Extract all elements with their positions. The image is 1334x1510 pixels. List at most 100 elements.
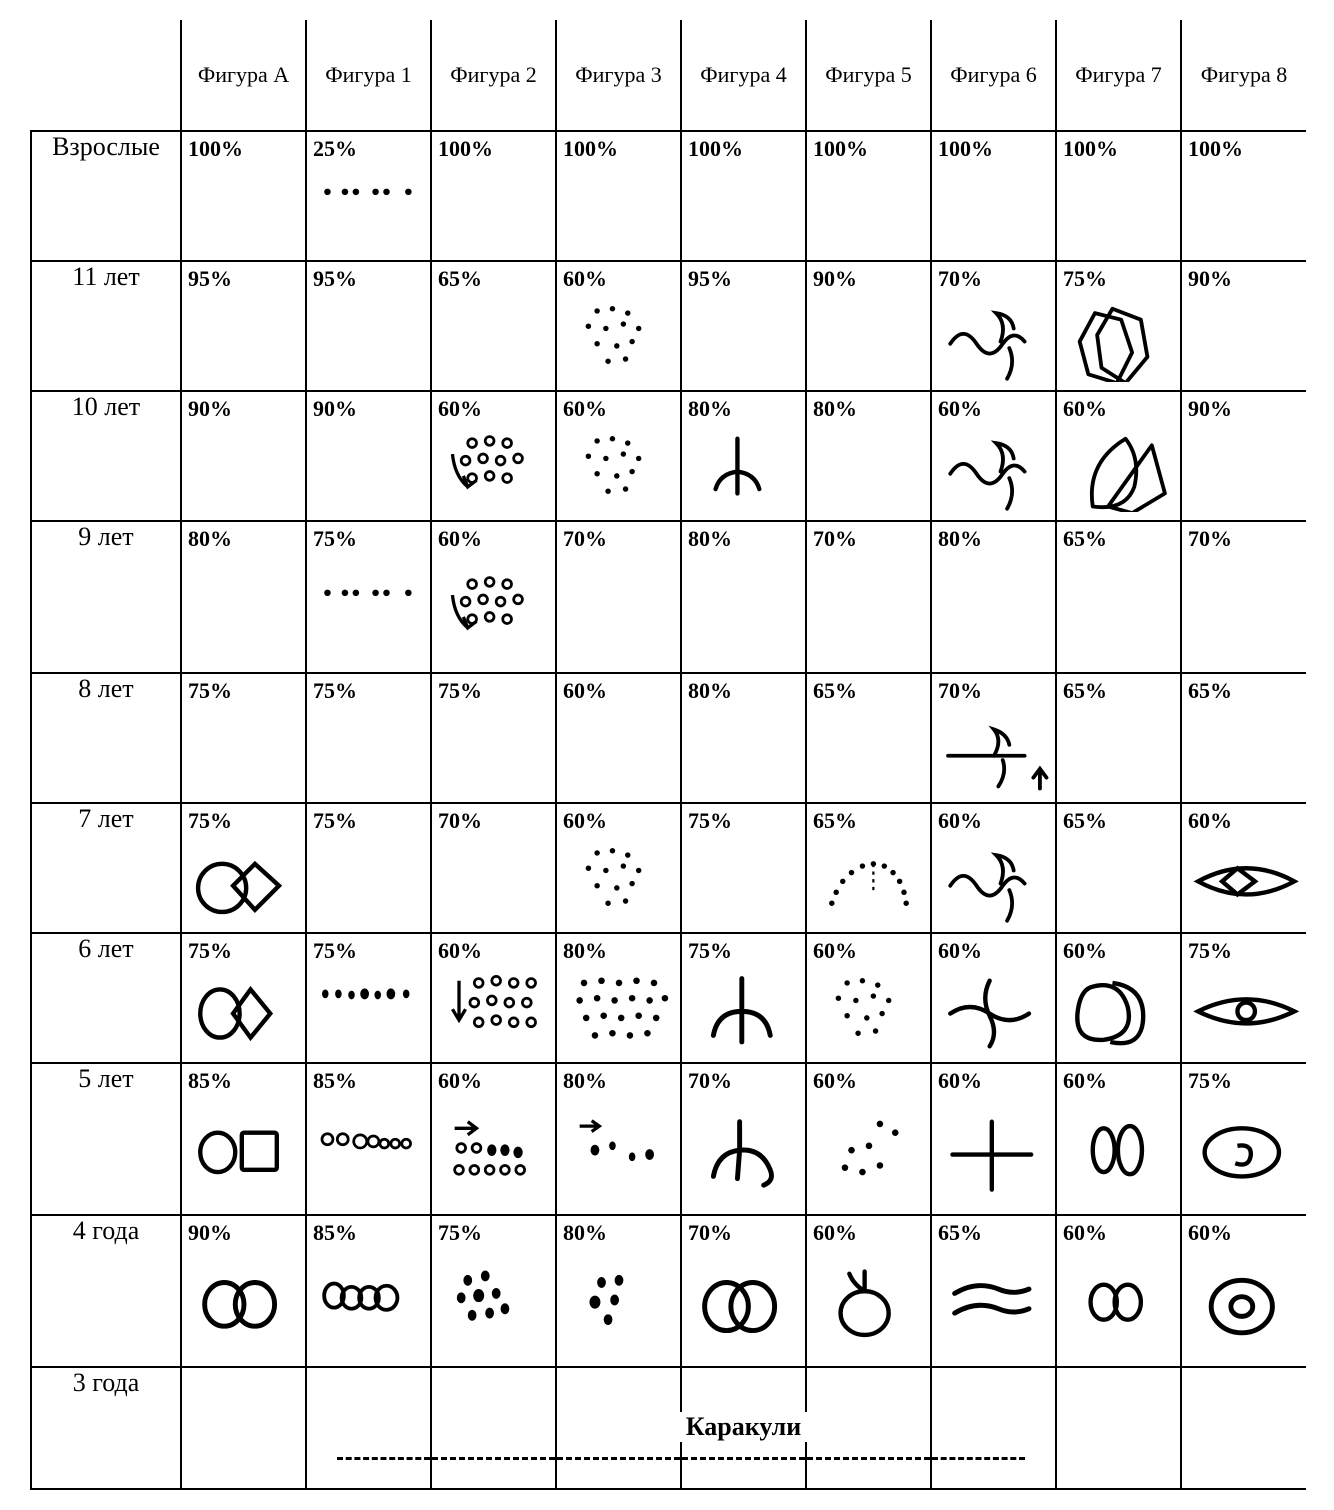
table-cell (1181, 1367, 1306, 1489)
trident_small-icon (682, 422, 805, 520)
table-row: 11 лет95%95%65%60%95%90%70%75%90% (31, 261, 1306, 391)
table-row: 10 лет90%90%60%60%80%80%60%60%90% (31, 391, 1306, 521)
header-fig-4: Фигура 4 (681, 20, 806, 131)
table-cell: 95% (681, 261, 806, 391)
percentage-value: 60% (938, 938, 982, 964)
blobs_few-icon (557, 1246, 680, 1366)
table-row: 9 лет80%75%60%70%80%70%80%65%70% (31, 521, 1306, 673)
scribble-dash (932, 1457, 1025, 1460)
percentage-value: 65% (1063, 808, 1107, 834)
table-cell: 100% (431, 131, 556, 261)
table-cell: 80% (681, 521, 806, 673)
scribble-label: Каракули (678, 1412, 810, 1442)
table-cell: 75% (1056, 261, 1181, 391)
percentage-value: 75% (313, 938, 357, 964)
percentage-value: 75% (188, 678, 232, 704)
percentage-value: 70% (688, 1220, 732, 1246)
table-cell (556, 1367, 681, 1489)
table-cell: 75% (681, 803, 806, 933)
tiny_circles_row-icon (307, 1094, 430, 1214)
percentage-value: 60% (938, 808, 982, 834)
table-cell: 70% (681, 1063, 806, 1215)
dots_row-icon (307, 162, 430, 260)
table-cell: 65% (431, 261, 556, 391)
table-cell: 90% (181, 1215, 306, 1367)
circle_diamond-icon (182, 834, 305, 932)
dots_scatter_small-icon (557, 422, 680, 520)
table-cell: 100% (556, 131, 681, 261)
dots_row-icon (307, 552, 430, 672)
circles_grid_arrow-icon (432, 422, 555, 520)
scribble-dash (807, 1457, 930, 1460)
percentage-value: 70% (813, 526, 857, 552)
row-label: 9 лет (31, 521, 181, 673)
table-cell: 60% (931, 933, 1056, 1063)
two_circles_touch-icon (182, 1246, 305, 1366)
percentage-value: 70% (438, 808, 482, 834)
header-fig-1: Фигура 1 (306, 20, 431, 131)
circles_grid_arrow-icon (432, 552, 555, 672)
percentage-value: 75% (688, 938, 732, 964)
header-row: Фигура А Фигура 1 Фигура 2 Фигура 3 Фигу… (31, 20, 1306, 131)
table-cell: 80% (556, 1215, 681, 1367)
squiggle_tail-icon (932, 292, 1055, 390)
row-label: 4 года (31, 1215, 181, 1367)
percentage-value: 60% (438, 938, 482, 964)
percentage-value: 75% (313, 808, 357, 834)
table-cell: 65% (1056, 521, 1181, 673)
percentage-value: 60% (438, 1068, 482, 1094)
percentage-value: 25% (313, 136, 357, 162)
table-cell: 95% (306, 261, 431, 391)
table-cell: 60% (1056, 933, 1181, 1063)
percentage-value: 95% (188, 266, 232, 292)
table-cell: 70% (931, 261, 1056, 391)
table-cell: 95% (181, 261, 306, 391)
circles_grid_down-icon (432, 964, 555, 1062)
percentage-value: 75% (313, 526, 357, 552)
table-cell: 60% (931, 1063, 1056, 1215)
table-cell: 60% (931, 391, 1056, 521)
percentage-value: 90% (1188, 396, 1232, 422)
table-cell: 70% (431, 803, 556, 933)
table-cell: 60% (556, 261, 681, 391)
table-cell (181, 1367, 306, 1489)
table-cell: 80% (681, 673, 806, 803)
percentage-value: 90% (188, 1220, 232, 1246)
table-cell: 70% (931, 673, 1056, 803)
table-cell: 90% (306, 391, 431, 521)
percentage-value: 60% (1063, 1220, 1107, 1246)
percentage-value: 100% (938, 136, 993, 162)
percentage-value: 65% (1063, 678, 1107, 704)
row-label: 6 лет (31, 933, 181, 1063)
scribble-dash (557, 1457, 680, 1460)
table-cell: 80% (181, 521, 306, 673)
percentage-value: 60% (813, 1068, 857, 1094)
percentage-value: 95% (688, 266, 732, 292)
table-cell: 75% (306, 803, 431, 933)
table-cell: 100% (181, 131, 306, 261)
dots_scatter_small-icon (557, 834, 680, 932)
table-cell: 65% (1056, 673, 1181, 803)
percentage-value: 80% (813, 396, 857, 422)
curly_x-icon (682, 1094, 805, 1214)
circle_square-icon (182, 1094, 305, 1214)
table-cell: 100% (1181, 131, 1306, 261)
chain_circles-icon (307, 1246, 430, 1366)
table-cell: 75% (431, 1215, 556, 1367)
table-cell: 70% (1181, 521, 1306, 673)
percentage-value: 60% (1188, 1220, 1232, 1246)
percentage-value: 60% (813, 938, 857, 964)
percentage-value: 65% (938, 1220, 982, 1246)
percentage-value: 80% (688, 678, 732, 704)
table-cell: 75% (431, 673, 556, 803)
table-cell: 100% (1056, 131, 1181, 261)
header-blank (31, 20, 181, 131)
percentage-value: 65% (438, 266, 482, 292)
row-label: 7 лет (31, 803, 181, 933)
table-cell: 100% (681, 131, 806, 261)
header-fig-7: Фигура 7 (1056, 20, 1181, 131)
percentage-value: 90% (313, 396, 357, 422)
table-cell: 80% (806, 391, 931, 521)
percentage-value: 60% (1188, 808, 1232, 834)
scribble-dash (682, 1457, 805, 1460)
